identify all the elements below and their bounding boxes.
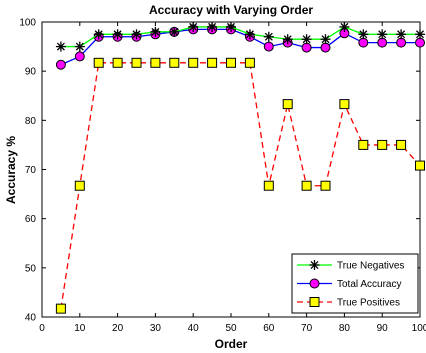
series-true-positives: [55, 57, 425, 314]
data-point-true-positives: [226, 57, 236, 68]
x-tick-label: 100: [412, 323, 426, 334]
data-point-true-negatives: [244, 29, 255, 40]
data-point-true-positives: [396, 139, 407, 150]
data-point-true-positives: [244, 57, 255, 68]
data-point-true-positives: [301, 180, 312, 191]
data-point-total-accuracy: [263, 41, 274, 52]
data-point-true-negatives: [358, 29, 369, 40]
y-tick-label: 40: [25, 313, 37, 324]
x-tick-label: 10: [74, 323, 86, 334]
y-tick-label: 50: [25, 263, 37, 274]
data-point-true-positives: [55, 303, 66, 314]
x-axis-ticks: 0 10 20 30 40 50 60 70 80 90 100: [39, 22, 426, 334]
legend-marker: [309, 297, 320, 307]
x-tick-label: 90: [377, 323, 389, 334]
legend-marker: [309, 260, 320, 270]
x-tick-label: 0: [39, 323, 45, 334]
x-tick-label: 80: [339, 323, 351, 334]
legend-marker: [309, 278, 320, 289]
data-point-true-negatives: [112, 29, 123, 40]
data-point-true-negatives: [263, 31, 274, 42]
data-point-true-positives: [263, 180, 274, 191]
data-point-true-positives: [358, 139, 369, 150]
data-point-total-accuracy: [301, 42, 312, 53]
data-point-true-negatives: [301, 34, 312, 45]
x-tick-label: 60: [263, 323, 275, 334]
data-point-true-negatives: [339, 21, 350, 32]
data-point-true-negatives: [55, 41, 66, 52]
data-point-true-negatives: [169, 26, 180, 37]
data-point-true-negatives: [396, 29, 407, 40]
data-point-true-negatives: [377, 29, 388, 40]
series-true-negatives: [55, 21, 425, 52]
legend-entry-true-positives: True Positives: [297, 297, 400, 309]
legend-entry-true-negatives: True Negatives: [297, 260, 404, 272]
data-point-true-positives: [282, 99, 293, 110]
data-point-total-accuracy: [358, 37, 369, 48]
legend: True Negatives Total Accuracy True Positiv…: [291, 253, 419, 314]
data-point-true-positives: [112, 57, 123, 68]
data-point-total-accuracy: [320, 42, 331, 53]
data-point-true-negatives: [131, 29, 142, 40]
y-tick-label: 70: [25, 165, 37, 176]
data-point-true-positives: [415, 160, 425, 171]
series-layer: [55, 21, 425, 314]
data-point-true-positives: [169, 57, 180, 68]
data-point-true-negatives: [207, 21, 218, 32]
data-point-true-negatives: [188, 21, 199, 32]
legend-entries: True Negatives Total Accuracy True Positiv…: [297, 260, 404, 309]
data-point-total-accuracy: [415, 37, 425, 48]
data-point-true-positives: [377, 139, 388, 150]
data-point-total-accuracy: [396, 37, 407, 48]
legend-label: True Negatives: [337, 261, 404, 272]
y-tick-label: 60: [25, 214, 37, 225]
data-point-true-positives: [93, 57, 104, 68]
data-point-true-negatives: [415, 29, 425, 40]
x-tick-label: 50: [225, 323, 237, 334]
legend-label: Total Accuracy: [337, 279, 401, 290]
data-point-true-positives: [207, 57, 218, 68]
data-point-true-negatives: [93, 29, 104, 40]
data-point-true-negatives: [74, 41, 85, 52]
data-point-true-negatives: [320, 34, 331, 45]
data-point-true-positives: [74, 180, 85, 191]
x-tick-label: 70: [301, 323, 313, 334]
data-point-true-negatives: [226, 21, 236, 32]
y-tick-label: 80: [25, 116, 37, 127]
data-point-true-positives: [339, 99, 350, 110]
legend-entry-total-accuracy: Total Accuracy: [297, 278, 401, 290]
y-tick-label: 100: [19, 18, 36, 29]
legend-label: True Positives: [337, 298, 400, 309]
data-point-true-positives: [320, 180, 331, 191]
data-point-true-negatives: [150, 26, 161, 37]
data-point-true-positives: [131, 57, 142, 68]
data-point-total-accuracy: [74, 51, 85, 62]
x-tick-label: 40: [188, 323, 200, 334]
x-tick-label: 20: [112, 323, 124, 334]
data-point-total-accuracy: [55, 59, 66, 70]
x-axis-label: Order: [215, 337, 248, 351]
data-point-total-accuracy: [377, 37, 388, 48]
y-tick-label: 90: [25, 67, 37, 78]
data-point-true-positives: [150, 57, 161, 68]
data-point-true-negatives: [282, 34, 293, 45]
x-tick-label: 30: [150, 323, 162, 334]
chart-title: Accuracy with Varying Order: [149, 3, 313, 17]
y-axis-label: Accuracy %: [4, 136, 18, 204]
data-point-true-positives: [188, 57, 199, 68]
